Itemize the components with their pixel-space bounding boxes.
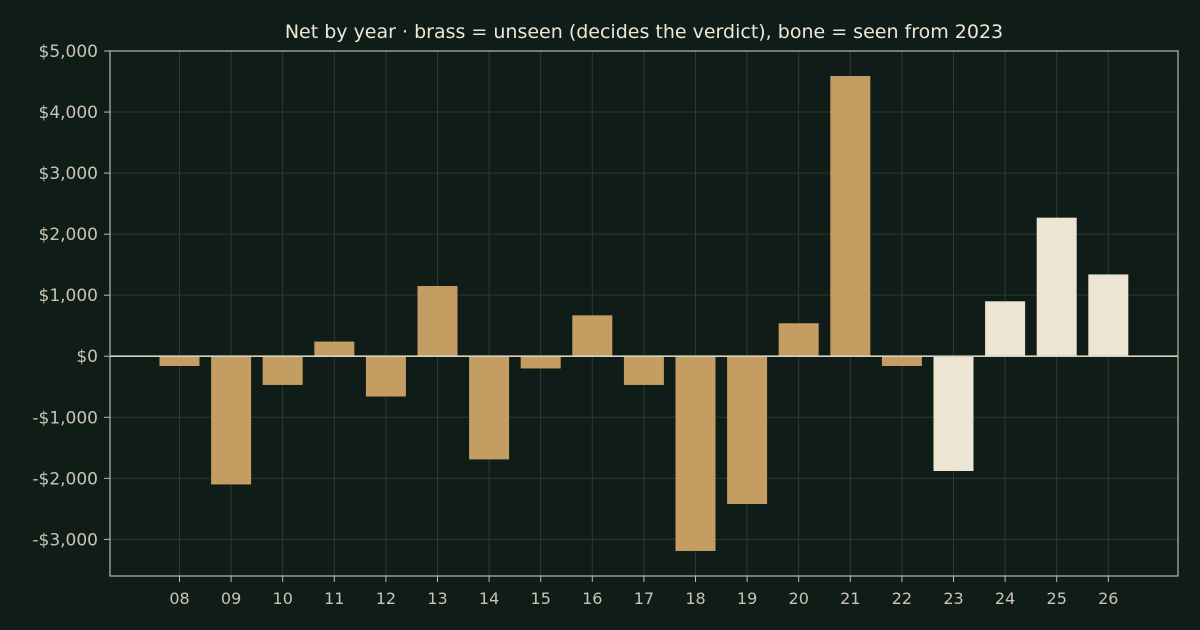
bar-19 [727,356,768,504]
bar-18 [675,356,716,551]
x-tick-label: 18 [685,589,705,608]
bar-23 [933,356,974,471]
y-tick-label: $4,000 [39,103,98,123]
bar-14 [469,356,510,460]
bar-22 [881,356,922,366]
bars [159,76,1129,551]
x-tick-label: 14 [479,589,499,608]
x-tick-label: 08 [169,589,189,608]
y-tick-label: $1,000 [39,286,98,306]
x-tick-label: 25 [1047,589,1067,608]
x-tick-label: 15 [531,589,551,608]
x-tick-label: 17 [634,589,654,608]
bar-21 [830,76,871,357]
y-tick-label: -$3,000 [32,530,98,550]
bar-12 [365,356,406,397]
bar-13 [417,286,458,357]
bar-08 [159,356,200,366]
axes [104,50,1179,582]
bar-17 [623,356,664,385]
bar-25 [1036,217,1077,357]
x-tick-label: 16 [582,589,602,608]
x-tick-label: 22 [892,589,912,608]
y-tick-label: -$2,000 [32,469,98,489]
x-tick-label: 20 [789,589,809,608]
tick-labels: $5,000 $4,000 $3,000 $2,000 $1,000 $0 -$1,000 -… [32,42,1118,608]
x-tick-label: 21 [840,589,860,608]
y-tick-label: -$1,000 [32,408,98,428]
x-tick-label: 13 [427,589,447,608]
x-tick-label: 26 [1098,589,1118,608]
bar-09 [211,356,252,485]
y-tick-label: $3,000 [39,164,98,184]
x-tick-label: 10 [273,589,293,608]
bar-20 [778,323,819,357]
x-tick-label: 23 [943,589,963,608]
chart-title: Net by year · brass = unseen (decides th… [285,21,1003,43]
x-tick-label: 09 [221,589,241,608]
plot-frame [109,50,1179,577]
x-tick-label: 19 [737,589,757,608]
bar-10 [262,356,303,385]
x-tick-label: 12 [376,589,396,608]
y-tick-label: $0 [76,347,98,367]
x-tick-label: 24 [995,589,1015,608]
y-tick-label: $5,000 [39,42,98,62]
bar-15 [520,356,561,369]
bar-16 [572,315,613,357]
bar-26 [1088,274,1129,357]
x-tick-label: 11 [324,589,344,608]
bar-24 [985,301,1026,357]
bar-11 [314,341,355,357]
y-tick-label: $2,000 [39,225,98,245]
